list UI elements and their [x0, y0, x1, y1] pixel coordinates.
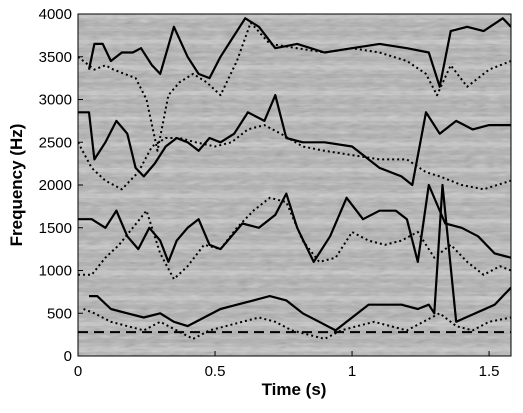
spectrogram-band: [78, 150, 511, 156]
spectrogram-band: [78, 116, 511, 121]
spectrogram-band: [78, 108, 511, 113]
spectrogram-band: [78, 39, 511, 44]
spectrogram-band: [78, 279, 511, 284]
spectrogram-band: [78, 142, 511, 147]
y-axis-label: Frequency (Hz): [7, 124, 26, 247]
spectrogram-band: [78, 31, 511, 36]
x-tick-label: 1.5: [479, 363, 500, 380]
spectrogram-band: [78, 244, 511, 250]
y-axis: 0 500 1000 1500 2000 2500 3000 3500 4000: [39, 6, 83, 365]
spectrogram-band: [78, 202, 511, 207]
spectrogram-band: [78, 338, 511, 344]
spectrogram-band: [78, 253, 511, 258]
spectrogram-band: [78, 99, 511, 104]
y-tick-label: 3000: [39, 92, 72, 109]
spectrogram-band: [78, 270, 511, 275]
spectrogram-band: [78, 296, 511, 301]
spectrogram-band: [78, 236, 511, 241]
series-solid-2: [78, 94, 511, 187]
spectrogram-band: [78, 65, 511, 70]
spectrogram-band: [78, 321, 511, 327]
y-tick-label: 0: [64, 348, 72, 365]
x-axis-label: Time (s): [262, 380, 327, 399]
spectrogram-band: [78, 287, 511, 292]
spectrogram-band: [78, 347, 511, 352]
series-solid-4: [78, 183, 511, 263]
x-axis: 0 0.5 1 1.5: [74, 351, 500, 380]
y-tick-label: 4000: [39, 6, 72, 23]
spectrogram-band: [78, 185, 511, 190]
spectrogram-band: [78, 176, 511, 181]
y-tick-label: 1000: [39, 263, 72, 280]
series-solid-0: [87, 17, 511, 88]
x-tick-label: 0: [74, 363, 82, 380]
spectrogram-band: [78, 73, 511, 79]
series-dotted-7: [83, 308, 511, 340]
spectrogram-band: [78, 82, 511, 87]
spectrogram-band: [78, 210, 511, 215]
spectrogram-band: [78, 261, 511, 267]
y-tick-label: 2500: [39, 134, 72, 151]
y-tick-label: 3500: [39, 49, 72, 66]
spectrogram-band: [78, 48, 511, 53]
y-tick-label: 500: [47, 305, 72, 322]
spectrogram-band: [78, 22, 511, 27]
series-dotted-5: [78, 196, 511, 281]
spectrogram-band: [78, 56, 511, 62]
spectrogram-band: [78, 193, 511, 198]
y-tick-label: 2000: [39, 177, 72, 194]
spectrogram-band: [78, 125, 511, 130]
x-tick-label: 0.5: [205, 363, 226, 380]
spectrogram-band: [78, 313, 511, 318]
spectrogram-band: [78, 167, 511, 173]
formant-tracks: [78, 17, 511, 340]
spectrogram-band: [78, 133, 511, 138]
series-dotted-3: [78, 124, 511, 191]
spectrogram-background: [78, 14, 511, 356]
x-tick-label: 1: [348, 363, 356, 380]
spectrogram-band: [78, 159, 511, 164]
y-tick-label: 1500: [39, 220, 72, 237]
series-solid-6: [89, 183, 511, 332]
spectrogram-band: [78, 227, 511, 233]
spectrogram-band: [78, 14, 511, 19]
spectrogram-band: [78, 90, 511, 96]
